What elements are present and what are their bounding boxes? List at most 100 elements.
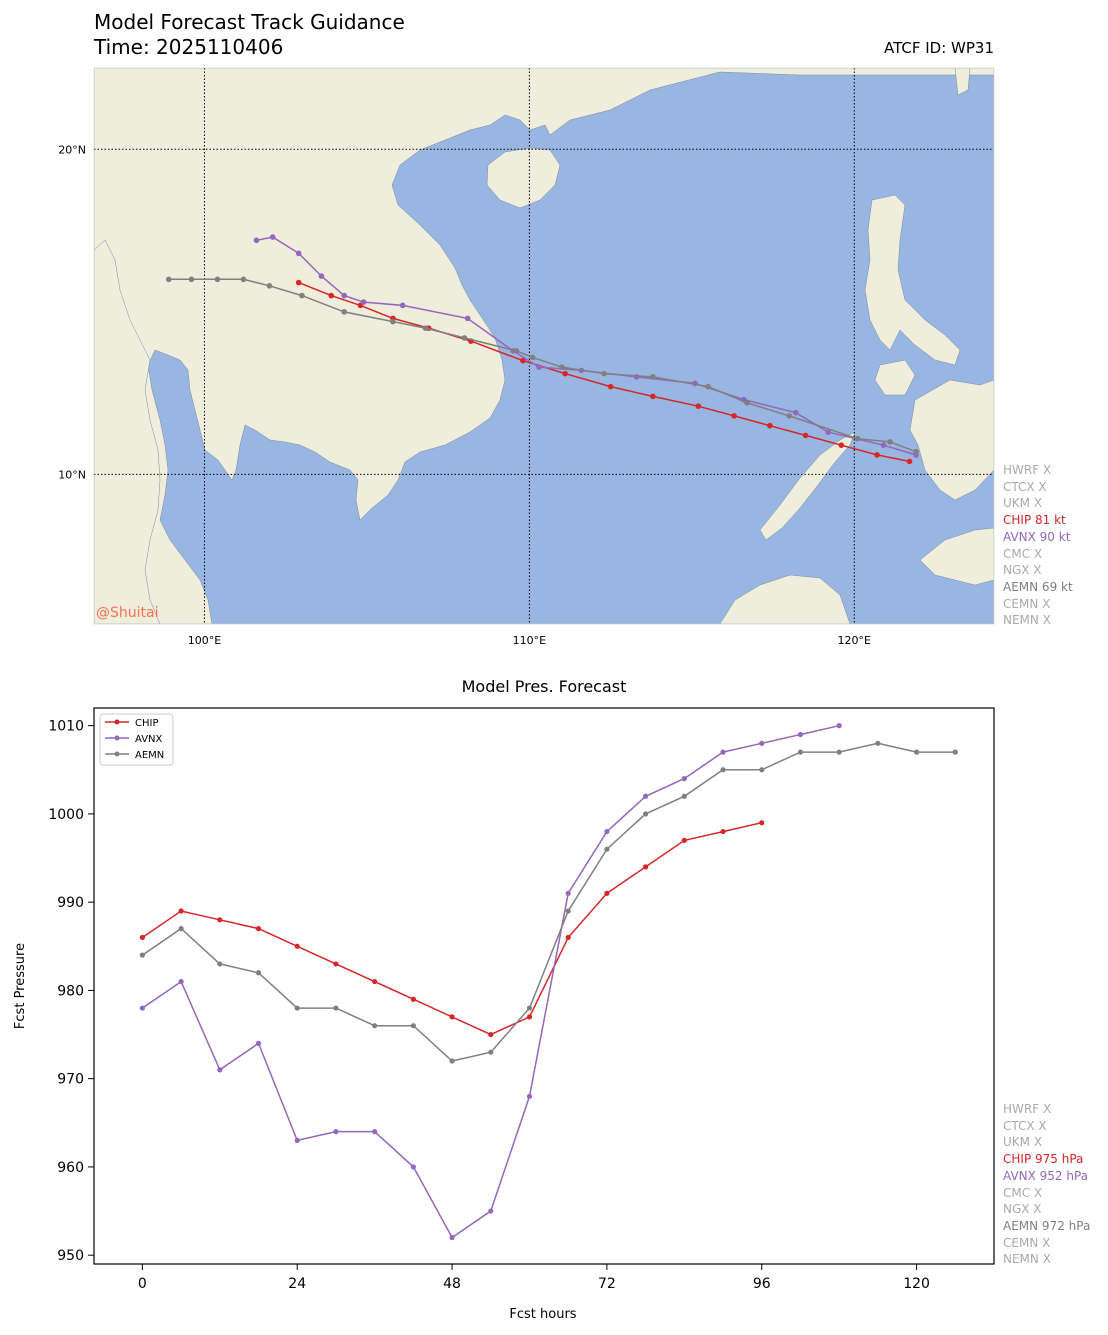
pressure-legend-item: NEMN X bbox=[1003, 1252, 1051, 1267]
track-point bbox=[786, 413, 793, 419]
pressure-chart: 0 24 48 72 96 120 950 960 970 980 990 1000 1010 CHIP… bbox=[13, 707, 995, 1322]
track-point bbox=[880, 442, 887, 448]
data-point bbox=[913, 749, 920, 755]
data-point bbox=[565, 890, 571, 896]
model-tracks bbox=[165, 234, 919, 465]
data-point bbox=[643, 864, 649, 870]
track-point bbox=[399, 302, 406, 309]
track-line bbox=[256, 236, 917, 456]
x-axis-label: Fcst hours bbox=[509, 1307, 576, 1322]
y-tick-label: 1010 bbox=[48, 719, 84, 735]
data-point bbox=[604, 828, 610, 835]
y-tick-label: 990 bbox=[57, 895, 84, 911]
data-point bbox=[372, 1023, 378, 1029]
data-point bbox=[797, 731, 804, 738]
track-point bbox=[731, 413, 737, 419]
track-point bbox=[705, 383, 711, 390]
series-line bbox=[141, 821, 762, 1036]
track-point bbox=[328, 292, 334, 299]
pressure-axes: 0 24 48 72 96 120 950 960 970 980 990 1000 1010 bbox=[48, 707, 995, 1292]
map-legend-item: CHIP 81 kt bbox=[1003, 513, 1066, 528]
data-point bbox=[681, 837, 687, 843]
data-point bbox=[255, 1040, 262, 1046]
x-tick-label: 72 bbox=[598, 1276, 616, 1292]
pressure-legend-item: NGX X bbox=[1003, 1202, 1042, 1217]
data-point bbox=[294, 1137, 300, 1144]
legend-marker bbox=[114, 719, 120, 725]
track-aemn bbox=[165, 276, 919, 455]
map-legend-item: NGX X bbox=[1003, 563, 1042, 578]
map-legend-item: CTCX X bbox=[1003, 479, 1047, 494]
x-tick-label: 48 bbox=[443, 1276, 461, 1292]
track-point bbox=[874, 452, 880, 458]
data-point bbox=[139, 1005, 145, 1011]
pressure-legend-item: HWRF X bbox=[1003, 1102, 1052, 1116]
land-islands bbox=[909, 379, 994, 501]
land-luzon bbox=[864, 194, 961, 366]
plot-frame bbox=[93, 707, 995, 1265]
legend-label: AEMN bbox=[135, 750, 164, 761]
data-point bbox=[604, 846, 610, 852]
data-point bbox=[797, 749, 804, 755]
lat-tick-label: 10°N bbox=[58, 468, 86, 481]
data-point bbox=[410, 1164, 416, 1170]
legend-label: CHIP bbox=[135, 718, 158, 729]
track-point bbox=[887, 439, 893, 445]
track-point bbox=[214, 276, 221, 283]
pressure-legend: CHIP AVNX AEMN bbox=[99, 713, 174, 766]
pressure-legend-item: AVNX 952 hPa bbox=[1003, 1168, 1089, 1183]
data-point bbox=[565, 908, 571, 914]
data-point bbox=[255, 926, 262, 932]
data-point bbox=[681, 776, 687, 782]
track-point bbox=[913, 448, 919, 455]
track-point bbox=[188, 276, 195, 283]
track-point bbox=[520, 357, 526, 364]
data-point bbox=[952, 749, 958, 755]
track-map: 100°E 110°E 120°E 20°N 10°N @Shuitai bbox=[58, 67, 995, 647]
map-gridlines bbox=[94, 68, 994, 624]
y-tick-label: 960 bbox=[57, 1160, 84, 1176]
data-point bbox=[643, 811, 649, 817]
track-point bbox=[536, 364, 542, 370]
y-tick-label: 970 bbox=[57, 1072, 84, 1088]
data-point bbox=[449, 1014, 455, 1020]
data-point bbox=[217, 961, 223, 967]
track-point bbox=[165, 276, 172, 283]
pressure-legend-item: CHIP 975 hPa bbox=[1003, 1152, 1084, 1167]
data-point bbox=[449, 1058, 455, 1064]
data-point bbox=[178, 926, 184, 932]
data-point bbox=[488, 1031, 494, 1038]
track-point bbox=[744, 400, 750, 406]
pressure-legend-item: CMC X bbox=[1003, 1185, 1043, 1200]
data-point bbox=[720, 828, 726, 835]
series-aemn bbox=[139, 740, 958, 1064]
series-chip bbox=[139, 820, 765, 1038]
lat-tick-label: 20°N bbox=[58, 143, 86, 156]
track-point bbox=[650, 374, 656, 380]
data-point bbox=[720, 767, 726, 773]
pressure-legend-item: CTCX X bbox=[1003, 1118, 1047, 1133]
x-tick-label: 0 bbox=[138, 1276, 147, 1292]
data-point bbox=[836, 749, 842, 755]
data-point bbox=[643, 793, 649, 799]
pressure-legend-item: AEMN 972 hPa bbox=[1003, 1218, 1091, 1233]
lon-tick-label: 120°E bbox=[838, 634, 871, 647]
lon-tick-label: 100°E bbox=[188, 634, 221, 647]
track-point bbox=[607, 383, 614, 390]
map-legend-item: AEMN 69 kt bbox=[1003, 579, 1073, 594]
pressure-legend-item: UKM X bbox=[1003, 1135, 1043, 1150]
track-point bbox=[360, 299, 367, 305]
legend-marker bbox=[114, 751, 120, 757]
track-point bbox=[559, 364, 565, 370]
track-point bbox=[422, 325, 429, 331]
data-point bbox=[217, 1067, 223, 1073]
data-point bbox=[139, 952, 145, 958]
land-taiwan bbox=[954, 68, 971, 96]
data-point bbox=[410, 996, 416, 1002]
data-point bbox=[294, 1005, 300, 1011]
data-point bbox=[526, 1093, 533, 1099]
data-point bbox=[178, 978, 184, 985]
track-point bbox=[906, 458, 913, 465]
map-legend-item: UKM X bbox=[1003, 496, 1043, 511]
track-point bbox=[529, 354, 536, 361]
